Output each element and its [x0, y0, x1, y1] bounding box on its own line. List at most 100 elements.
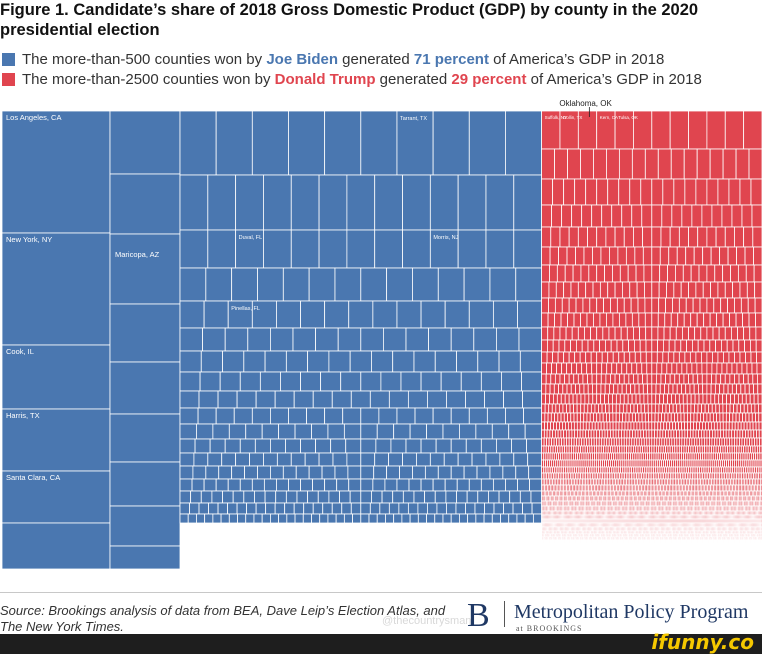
county-cell-trump [726, 339, 734, 353]
county-cell-biden [424, 465, 439, 480]
county-cell-biden [371, 350, 394, 373]
county-cell-trump [709, 429, 713, 439]
county-cell-biden [388, 452, 403, 467]
county-cell-trump [552, 429, 556, 439]
county-cell-trump [618, 148, 633, 180]
county-cell-biden [515, 267, 542, 302]
county-cell-biden [290, 174, 320, 231]
county-cell-trump [573, 421, 578, 431]
county-cell-trump [673, 429, 677, 439]
county-cell-trump [558, 246, 568, 266]
county-cell-trump [640, 429, 644, 439]
county-cell-trump [580, 403, 585, 414]
county-cell-biden [513, 452, 529, 467]
county-cell-trump [587, 339, 595, 353]
county-cell-trump [685, 297, 694, 314]
county-cell-trump [662, 178, 675, 206]
county-cell-trump [546, 351, 554, 364]
county-cell-biden [378, 407, 398, 425]
county-cell-trump [584, 393, 590, 405]
county-cell-biden [179, 267, 207, 302]
county-cell-biden [334, 267, 362, 302]
legend-item-trump: The more-than-2500 counties won by Donal… [0, 70, 762, 90]
county-cell-biden [233, 407, 253, 425]
county-cell-trump [728, 429, 733, 439]
county-cell-biden [285, 438, 301, 454]
county-cell-trump [573, 312, 581, 328]
county-cell-biden [455, 502, 466, 515]
county-cell-biden [424, 490, 436, 504]
county-cell-trump [635, 393, 641, 405]
county-cell-biden [519, 490, 532, 504]
county-cell-biden [477, 490, 489, 504]
county-cell-trump [669, 373, 676, 385]
county-cell-trump [706, 383, 712, 395]
county-cell-trump [639, 393, 645, 405]
county-cell-trump [614, 373, 621, 385]
county-cell-trump [601, 403, 606, 414]
county-cell-biden [509, 490, 521, 504]
county-cell-biden [179, 407, 199, 425]
legend-trump-pct: 29 percent [451, 71, 527, 88]
county-cell-trump [734, 393, 739, 405]
county-cell-biden [308, 267, 336, 302]
county-cell-trump [587, 403, 592, 414]
county-cell-trump [639, 421, 644, 431]
county-cell-trump [541, 326, 549, 341]
county-cell-biden [199, 371, 221, 392]
county-cell-biden [239, 478, 253, 492]
county-cell-trump [559, 373, 565, 385]
county-cell-trump [747, 373, 754, 385]
county-cell-trump [560, 312, 568, 328]
county-cell-trump [592, 246, 602, 266]
county-cell-trump [605, 403, 610, 414]
county-cell-biden [445, 490, 457, 504]
county-cell-biden [376, 423, 395, 440]
county-cell-trump [757, 373, 762, 385]
county-cell-trump [665, 403, 670, 414]
county-cell-trump [547, 421, 551, 431]
county-cell-trump [586, 312, 594, 328]
county-cell-trump [666, 362, 673, 375]
county-cell-biden [360, 423, 378, 440]
county-cell-biden [251, 110, 289, 176]
county-cell-trump [611, 362, 618, 375]
county-cell-biden [263, 174, 292, 231]
county-cell-trump [683, 412, 688, 423]
county-cell-trump [717, 351, 724, 364]
county-cell-trump [637, 373, 644, 385]
county-cell-biden [293, 502, 305, 515]
county-cell-biden [413, 350, 436, 373]
county-cell-trump [576, 403, 582, 414]
county-cell-trump [674, 373, 680, 385]
county-cell-biden [498, 490, 511, 504]
county-cell-trump [714, 429, 719, 439]
county-cell-trump [568, 226, 579, 248]
county-cell-biden [518, 327, 543, 352]
county-cell-trump [611, 204, 623, 228]
county-cell-biden [109, 303, 181, 363]
county-cell-trump [596, 351, 603, 364]
county-cell-trump [659, 429, 664, 439]
county-cell-biden [495, 327, 520, 352]
county-cell-biden [290, 452, 306, 467]
county-cell-trump [740, 421, 745, 431]
county-cell-trump [686, 403, 692, 414]
county-cell-trump [678, 421, 682, 431]
county-cell-biden [526, 438, 542, 454]
county-cell-trump [605, 373, 611, 385]
county-cell-biden [360, 407, 380, 425]
county-cell-trump [710, 246, 721, 266]
county-cell-trump [596, 362, 603, 375]
county-cell-biden [331, 390, 352, 409]
county-cell-trump [590, 403, 596, 414]
county-cell-trump [575, 383, 581, 395]
county-cell-biden [408, 478, 422, 492]
county-cell-trump [668, 339, 676, 353]
county-cell-trump [651, 393, 657, 405]
county-cell-biden [179, 513, 189, 524]
county-cell-biden [328, 490, 340, 504]
county-cell-biden [360, 502, 371, 515]
legend-trump-mid: generated [375, 71, 452, 88]
county-cell-trump [656, 351, 664, 364]
